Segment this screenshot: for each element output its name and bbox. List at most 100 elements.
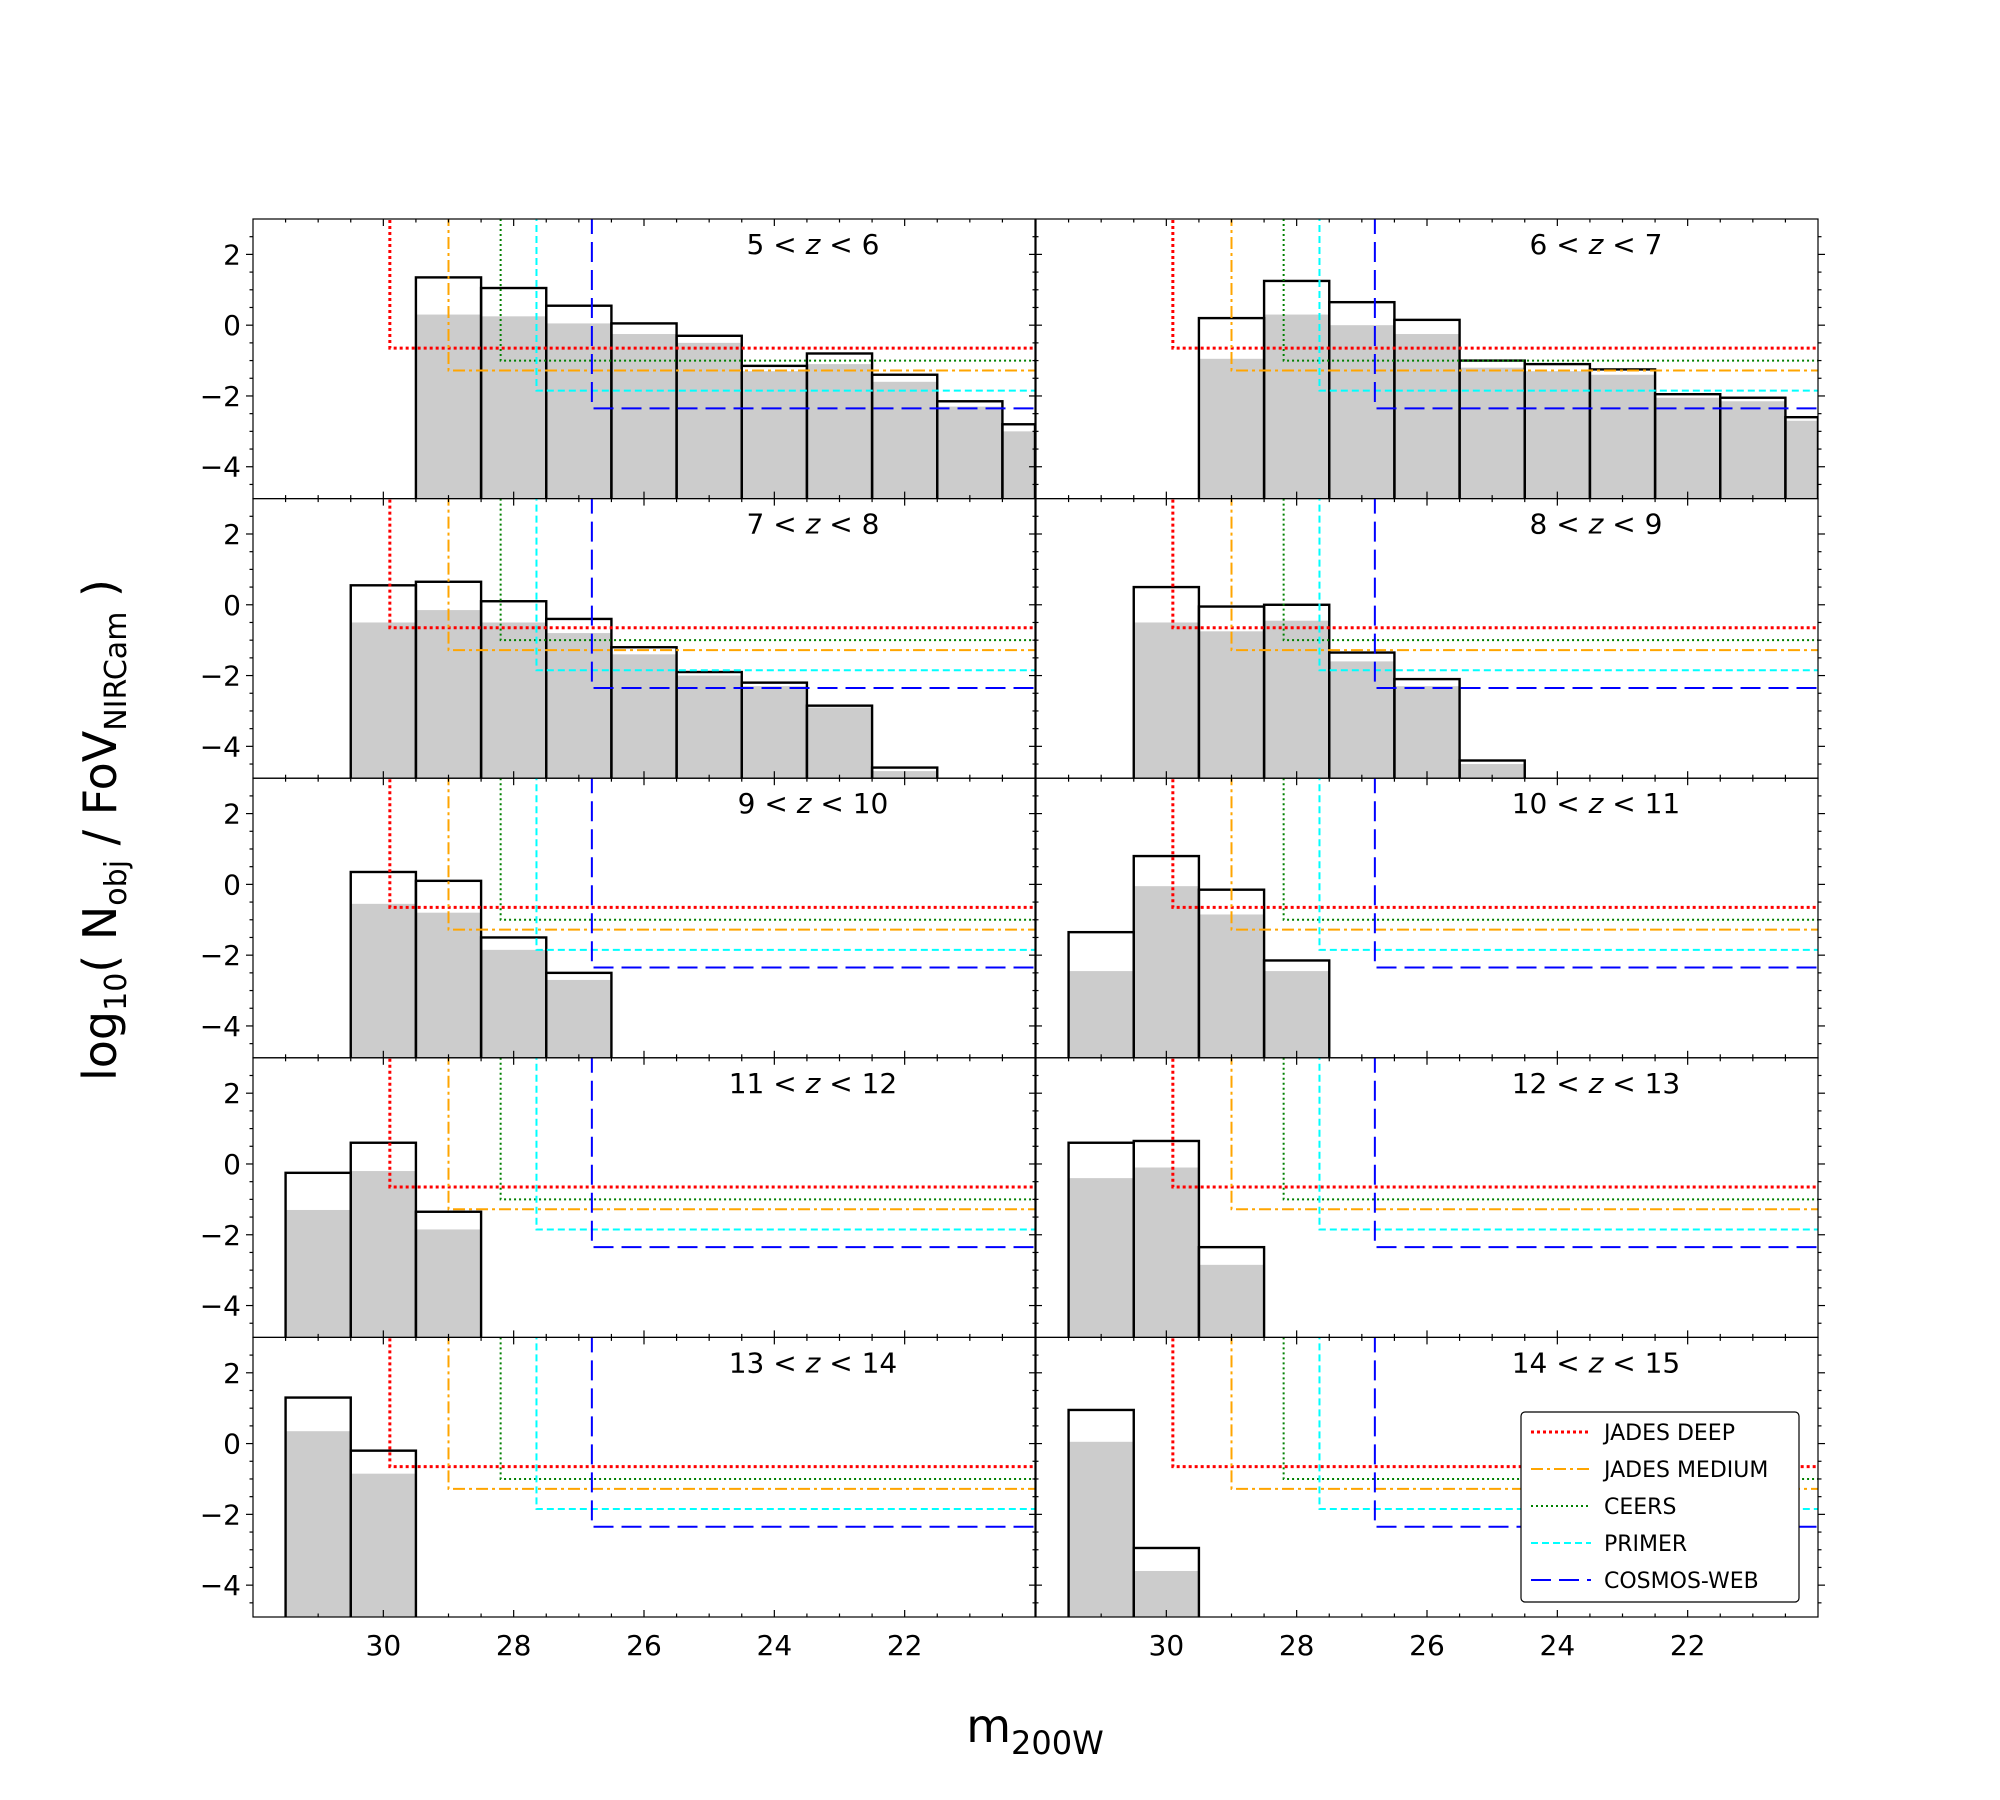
y-tick-label: 2 — [223, 1357, 241, 1390]
filled-bar — [350, 622, 416, 779]
filled-bar — [481, 316, 547, 499]
filled-bar — [872, 381, 938, 499]
filled-bar — [350, 903, 416, 1058]
limit-line-cosmos-web — [590, 1337, 1035, 1528]
limit-line-jades-deep — [388, 498, 1035, 630]
filled-bar — [1785, 420, 1818, 499]
filled-bar — [1459, 367, 1525, 499]
filled-bar — [1720, 401, 1786, 499]
y-tick-label: 0 — [223, 1428, 241, 1461]
plot-area — [1067, 1057, 1818, 1338]
panel-title-part: < — [1547, 1346, 1588, 1379]
panel-title-part: 11 — [1645, 787, 1681, 820]
panel-title: 7 < z < 8 — [747, 508, 880, 541]
open-bar — [870, 766, 939, 779]
y-axis-label-nobj-sub: obj — [99, 860, 134, 906]
filled-bar — [415, 314, 482, 499]
panel-title-part: < — [1603, 1346, 1644, 1379]
filled-bar — [481, 949, 547, 1058]
panel-5: 2 0 −2 −4 9 < z < 10 — [200, 777, 1042, 1059]
limit-line-cosmos-web — [1373, 219, 1818, 410]
limit-line-primer — [1318, 219, 1818, 392]
limit-line-jades-deep — [388, 219, 1035, 350]
legend-label-cosmos-web: COSMOS-WEB — [1604, 1569, 1759, 1594]
panel-title-part: z — [796, 787, 813, 820]
limit-line-ceers — [1282, 219, 1818, 362]
panel-title-part: 7 — [747, 508, 765, 541]
y-axis-label-log: log — [73, 1011, 127, 1081]
y-tick-label: −2 — [200, 939, 241, 972]
limit-line-primer — [535, 778, 1035, 951]
plot-area — [1132, 498, 1818, 779]
open-bar — [545, 971, 613, 1058]
open-bar — [1001, 423, 1035, 499]
limit-line-primer — [535, 1057, 1035, 1231]
panel-title-part: 7 — [1645, 228, 1663, 261]
panel-2: 6 < z < 7 — [1029, 218, 1825, 500]
limit-line-ceers — [1282, 1057, 1818, 1201]
y-tick-label: 2 — [223, 798, 241, 831]
limit-line-primer — [535, 1337, 1035, 1511]
limit-line-jades-medium — [1230, 778, 1818, 931]
y-tick-label: 2 — [223, 1077, 241, 1110]
filled-bar — [741, 686, 807, 779]
panel-title-part: < — [764, 228, 805, 261]
legend-frame — [1520, 1411, 1800, 1603]
x-axis-label-main: m — [966, 1699, 1011, 1753]
filled-bar — [546, 323, 612, 499]
y-tick-label: −2 — [200, 1498, 241, 1531]
panel-title: 10 < z < 11 — [1512, 787, 1681, 820]
filled-bar — [1133, 622, 1199, 779]
x-tick-label: 26 — [626, 1629, 662, 1662]
panel-title-part: 14 — [862, 1346, 898, 1379]
panel-title: 5 < z < 6 — [747, 228, 880, 261]
panel-title: 13 < z < 14 — [729, 1346, 898, 1379]
x-tick-label: 30 — [366, 1629, 402, 1662]
open-bar — [349, 1449, 418, 1618]
limit-line-jades-deep — [388, 1337, 1035, 1469]
y-axis-label-mid: / FoV — [73, 730, 127, 860]
panel-title-part: z — [1588, 228, 1605, 261]
y-tick-label: −2 — [200, 1219, 241, 1252]
filled-bar — [1655, 397, 1721, 499]
x-axis-label: m200W — [966, 1699, 1104, 1762]
open-bar — [1393, 677, 1461, 779]
limit-line-ceers — [1282, 498, 1818, 642]
filled-bar — [1589, 374, 1656, 499]
filled-bar — [546, 979, 612, 1058]
panel-title-part: z — [805, 508, 822, 541]
panel-title: 14 < z < 15 — [1512, 1346, 1681, 1379]
limit-line-jades-deep — [1171, 1337, 1818, 1469]
panel-title-part: < — [1603, 1067, 1644, 1100]
filled-bar — [611, 334, 677, 499]
x-axis-label-sub: 200W — [1011, 1724, 1104, 1762]
panel-title-part: < — [1547, 508, 1588, 541]
panel-title-part: < — [1547, 787, 1588, 820]
open-bar — [805, 704, 874, 779]
open-bar — [1067, 1408, 1135, 1618]
panel-7: 2 0 −2 −4 11 < z < 12 — [200, 1057, 1042, 1339]
limit-line-cosmos-web — [1373, 498, 1818, 689]
filled-bar — [1459, 764, 1525, 779]
panel-title-part: 6 — [862, 228, 880, 261]
panel-title-part: < — [755, 787, 796, 820]
plot-area — [388, 219, 1035, 499]
panel-title-part: z — [1588, 1346, 1605, 1379]
limit-line-jades-medium — [1230, 1337, 1818, 1490]
panel-title: 11 < z < 12 — [729, 1067, 898, 1100]
limit-line-primer — [535, 219, 1035, 392]
filled-bar — [1524, 371, 1590, 499]
panel-6: 10 < z < 11 — [1029, 777, 1825, 1059]
legend-label-jades-medium: JADES MEDIUM — [1602, 1458, 1768, 1483]
limit-line-jades-deep — [388, 1057, 1035, 1189]
y-tick-label: −4 — [200, 451, 241, 484]
plot-area — [284, 1057, 1035, 1338]
y-tick-label: 0 — [223, 589, 241, 622]
limit-line-primer — [535, 498, 1035, 672]
panel-title-part: 15 — [1645, 1346, 1681, 1379]
panel-title-part: < — [764, 1346, 805, 1379]
x-tick-label: 26 — [1409, 1629, 1445, 1662]
limit-line-cosmos-web — [590, 1057, 1035, 1249]
filled-bar — [1394, 334, 1460, 499]
